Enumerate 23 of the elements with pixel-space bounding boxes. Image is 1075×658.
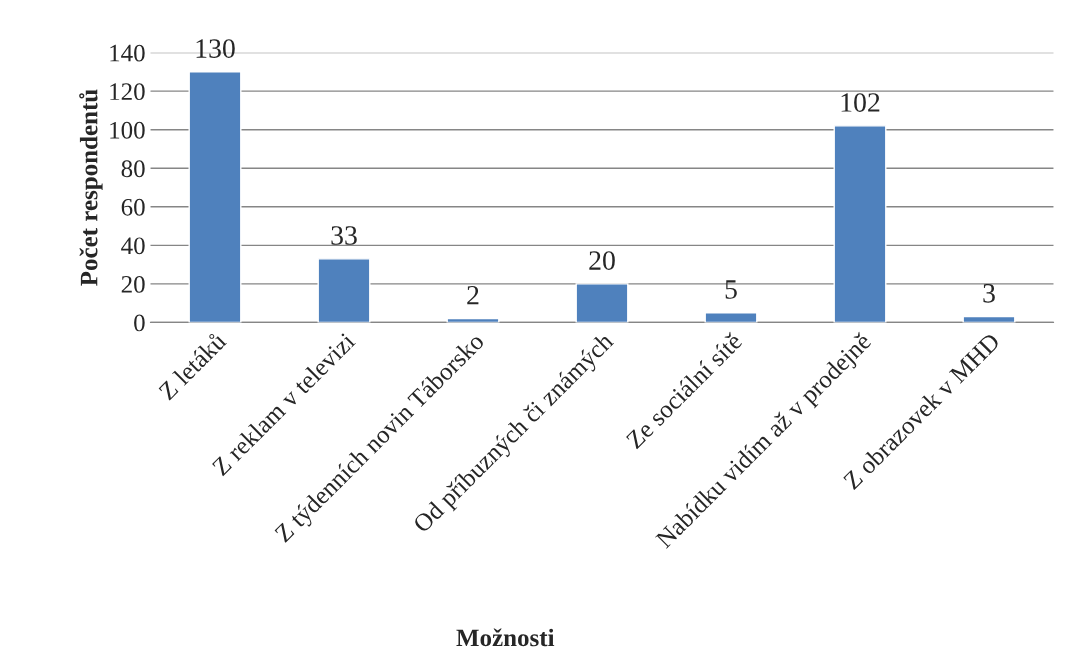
data-label: 20	[589, 251, 615, 270]
bar	[575, 283, 629, 323]
y-tick-label: 0	[134, 314, 145, 332]
bar	[188, 71, 242, 323]
y-tick-label: 100	[110, 121, 145, 139]
data-label: 33	[331, 226, 357, 245]
y-tick-label: 140	[110, 44, 145, 62]
data-label: 102	[841, 93, 880, 112]
data-label: 2	[467, 285, 479, 305]
bar	[704, 312, 758, 323]
bar	[833, 125, 887, 323]
y-tick-label: 40	[121, 237, 145, 255]
data-label: 130	[196, 39, 235, 58]
bar	[317, 258, 371, 323]
y-axis-title: Počet respondentů	[79, 89, 103, 286]
x-axis-title: Možnosti	[456, 628, 555, 647]
y-tick-label: 20	[121, 275, 145, 293]
data-label: 3	[983, 284, 995, 303]
bar	[962, 315, 1016, 323]
y-tick-label: 80	[121, 160, 145, 178]
data-label: 5	[725, 280, 737, 299]
y-tick-label: 120	[110, 83, 145, 101]
y-tick-label: 60	[121, 198, 145, 216]
